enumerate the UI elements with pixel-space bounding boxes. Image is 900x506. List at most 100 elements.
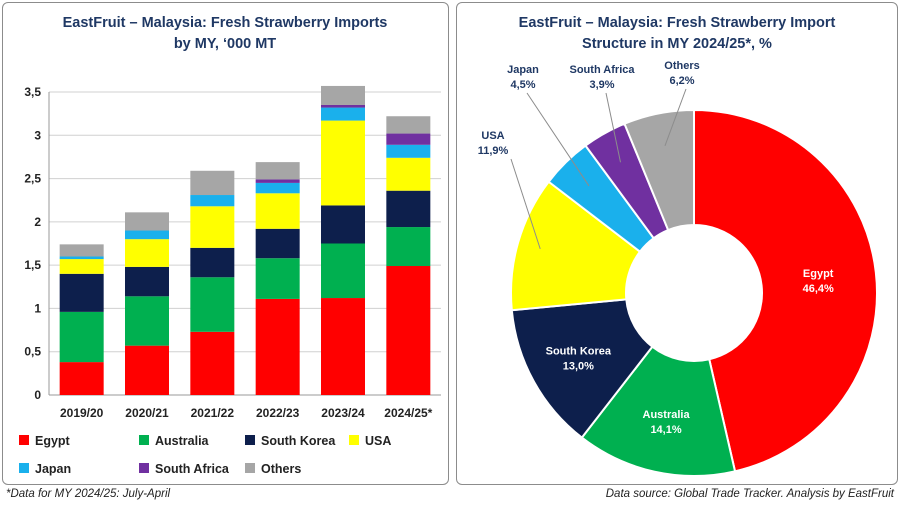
bar-chart-legend: Egypt Australia South Korea USA Japan South A…	[19, 434, 391, 476]
donut-chart-title-line-2: Structure in MY 2024/25*, %	[582, 36, 772, 52]
donut-chart: EastFruit – Malaysia: Fresh Strawberry I…	[478, 15, 878, 477]
bar-chart-gridlines	[48, 91, 441, 396]
donut-slice-egypt	[693, 108, 878, 473]
leader-line-others	[664, 88, 687, 147]
donut-label-value-south-korea: 13,0%	[563, 361, 594, 373]
bar-chart-title-line-1: EastFruit – Malaysia: Fresh Strawberry I…	[63, 15, 388, 31]
x-tick-label: 2024/25*	[384, 406, 432, 420]
bar-segment-others	[190, 170, 235, 196]
donut-slices	[510, 108, 878, 477]
bar-segment-australia	[321, 243, 365, 299]
bar-segment-egypt	[255, 298, 300, 395]
legend-label-others: Others	[261, 462, 301, 476]
bar-segment-egypt	[59, 362, 104, 395]
legend-label-south-korea: South Korea	[261, 434, 336, 448]
bar-segment-egypt	[386, 266, 431, 395]
y-tick-label: 2	[34, 215, 41, 229]
donut-label-value-japan: 4,5%	[510, 79, 535, 91]
leader-line-usa	[510, 158, 541, 249]
legend-label-usa: USA	[365, 434, 391, 448]
bar-segment-others	[125, 212, 169, 231]
donut-chart-panel: EastFruit – Malaysia: Fresh Strawberry I…	[456, 2, 898, 485]
donut-slice-others	[623, 108, 695, 232]
bar-segment-south-korea	[255, 228, 300, 259]
bar-chart-y-axis: 0 0,5 1 1,5 2 2,5 3 3,5	[24, 85, 41, 402]
bar-segment-south-korea	[59, 273, 104, 312]
bar-segment-japan	[125, 230, 169, 240]
legend-swatch-south-korea	[245, 435, 255, 445]
bar-segment-south-africa	[386, 133, 431, 145]
bar-chart-bars	[59, 85, 431, 395]
bar-segment-south-korea	[125, 266, 169, 297]
bar-chart-panel: EastFruit – Malaysia: Fresh Strawberry I…	[2, 2, 449, 485]
donut-label-value-egypt: 46,4%	[803, 283, 834, 295]
y-tick-label: 3,5	[24, 85, 41, 99]
leader-line-japan	[526, 92, 590, 187]
bar-segment-usa	[321, 120, 365, 206]
donut-label-name-usa: USA	[481, 130, 504, 142]
bar-segment-australia	[190, 277, 235, 332]
bar-segment-japan	[386, 144, 431, 158]
legend-label-south-africa: South Africa	[155, 462, 230, 476]
bar-segment-others	[386, 116, 431, 134]
donut-label-name-others: Others	[664, 60, 699, 72]
bar-segment-japan	[255, 182, 300, 194]
x-tick-label: 2021/22	[191, 406, 235, 420]
footnote-data-period: *Data for MY 2024/25: July-April	[6, 488, 171, 500]
donut-label-name-egypt: Egypt	[803, 268, 834, 280]
bar-chart-x-axis: 2019/20 2020/21 2021/22 2022/23 2023/24 2024/…	[60, 406, 433, 420]
y-tick-label: 1	[34, 301, 41, 315]
bar-segment-south-korea	[190, 247, 235, 278]
bar-segment-usa	[386, 157, 431, 191]
y-tick-label: 1,5	[24, 258, 41, 272]
bar-segment-egypt	[125, 345, 169, 395]
donut-slice-usa	[510, 180, 642, 312]
donut-label-value-others: 6,2%	[669, 75, 694, 87]
legend-swatch-egypt	[19, 435, 29, 445]
donut-labels: Egypt 46,4% Australia 14,1% South Korea 13,0%…	[478, 60, 834, 436]
legend-swatch-usa	[349, 435, 359, 445]
bar-segment-usa	[190, 206, 235, 248]
donut-label-value-south-africa: 3,9%	[589, 79, 614, 91]
donut-leader-lines	[510, 88, 687, 249]
bar-segment-australia	[255, 258, 300, 299]
leader-line-south-africa	[605, 92, 621, 163]
x-tick-label: 2022/23	[256, 406, 300, 420]
bar-segment-japan	[59, 256, 104, 260]
legend-label-australia: Australia	[155, 434, 210, 448]
donut-chart-title-line-1: EastFruit – Malaysia: Fresh Strawberry I…	[519, 15, 836, 31]
y-tick-label: 2,5	[24, 172, 41, 186]
donut-label-name-australia: Australia	[643, 409, 691, 421]
bar-segment-others	[59, 244, 104, 257]
donut-label-name-south-korea: South Korea	[546, 346, 612, 358]
x-tick-label: 2019/20	[60, 406, 104, 420]
bar-segment-others	[255, 162, 300, 180]
y-tick-label: 3	[34, 128, 41, 142]
bar-segment-australia	[386, 227, 431, 267]
bar-segment-japan	[321, 107, 365, 121]
y-tick-label: 0	[34, 388, 41, 402]
bar-segment-australia	[59, 311, 104, 363]
footnote-data-source: Data source: Global Trade Tracker. Analy…	[605, 488, 894, 500]
x-tick-label: 2020/21	[125, 406, 169, 420]
legend-label-egypt: Egypt	[35, 434, 71, 448]
x-tick-label: 2023/24	[321, 406, 365, 420]
bar-segment-usa	[59, 259, 104, 274]
y-tick-label: 0,5	[24, 345, 41, 359]
donut-slice-south-korea	[510, 298, 654, 440]
stacked-bar-chart: EastFruit – Malaysia: Fresh Strawberry I…	[19, 15, 441, 476]
donut-label-name-south-africa: South Africa	[570, 64, 636, 76]
donut-label-value-usa: 11,9%	[478, 145, 509, 157]
bar-segment-south-africa	[321, 104, 365, 108]
bar-segment-usa	[125, 239, 169, 267]
bar-segment-south-korea	[386, 190, 431, 228]
donut-slice-australia	[580, 345, 737, 477]
bar-segment-south-africa	[255, 179, 300, 183]
bar-segment-egypt	[190, 331, 235, 395]
legend-swatch-australia	[139, 435, 149, 445]
bar-segment-japan	[190, 195, 235, 207]
bar-segment-others	[321, 85, 365, 105]
donut-label-name-japan: Japan	[507, 64, 539, 76]
legend-swatch-japan	[19, 463, 29, 473]
bar-chart-title-line-2: by MY, ‘000 MT	[174, 36, 276, 52]
